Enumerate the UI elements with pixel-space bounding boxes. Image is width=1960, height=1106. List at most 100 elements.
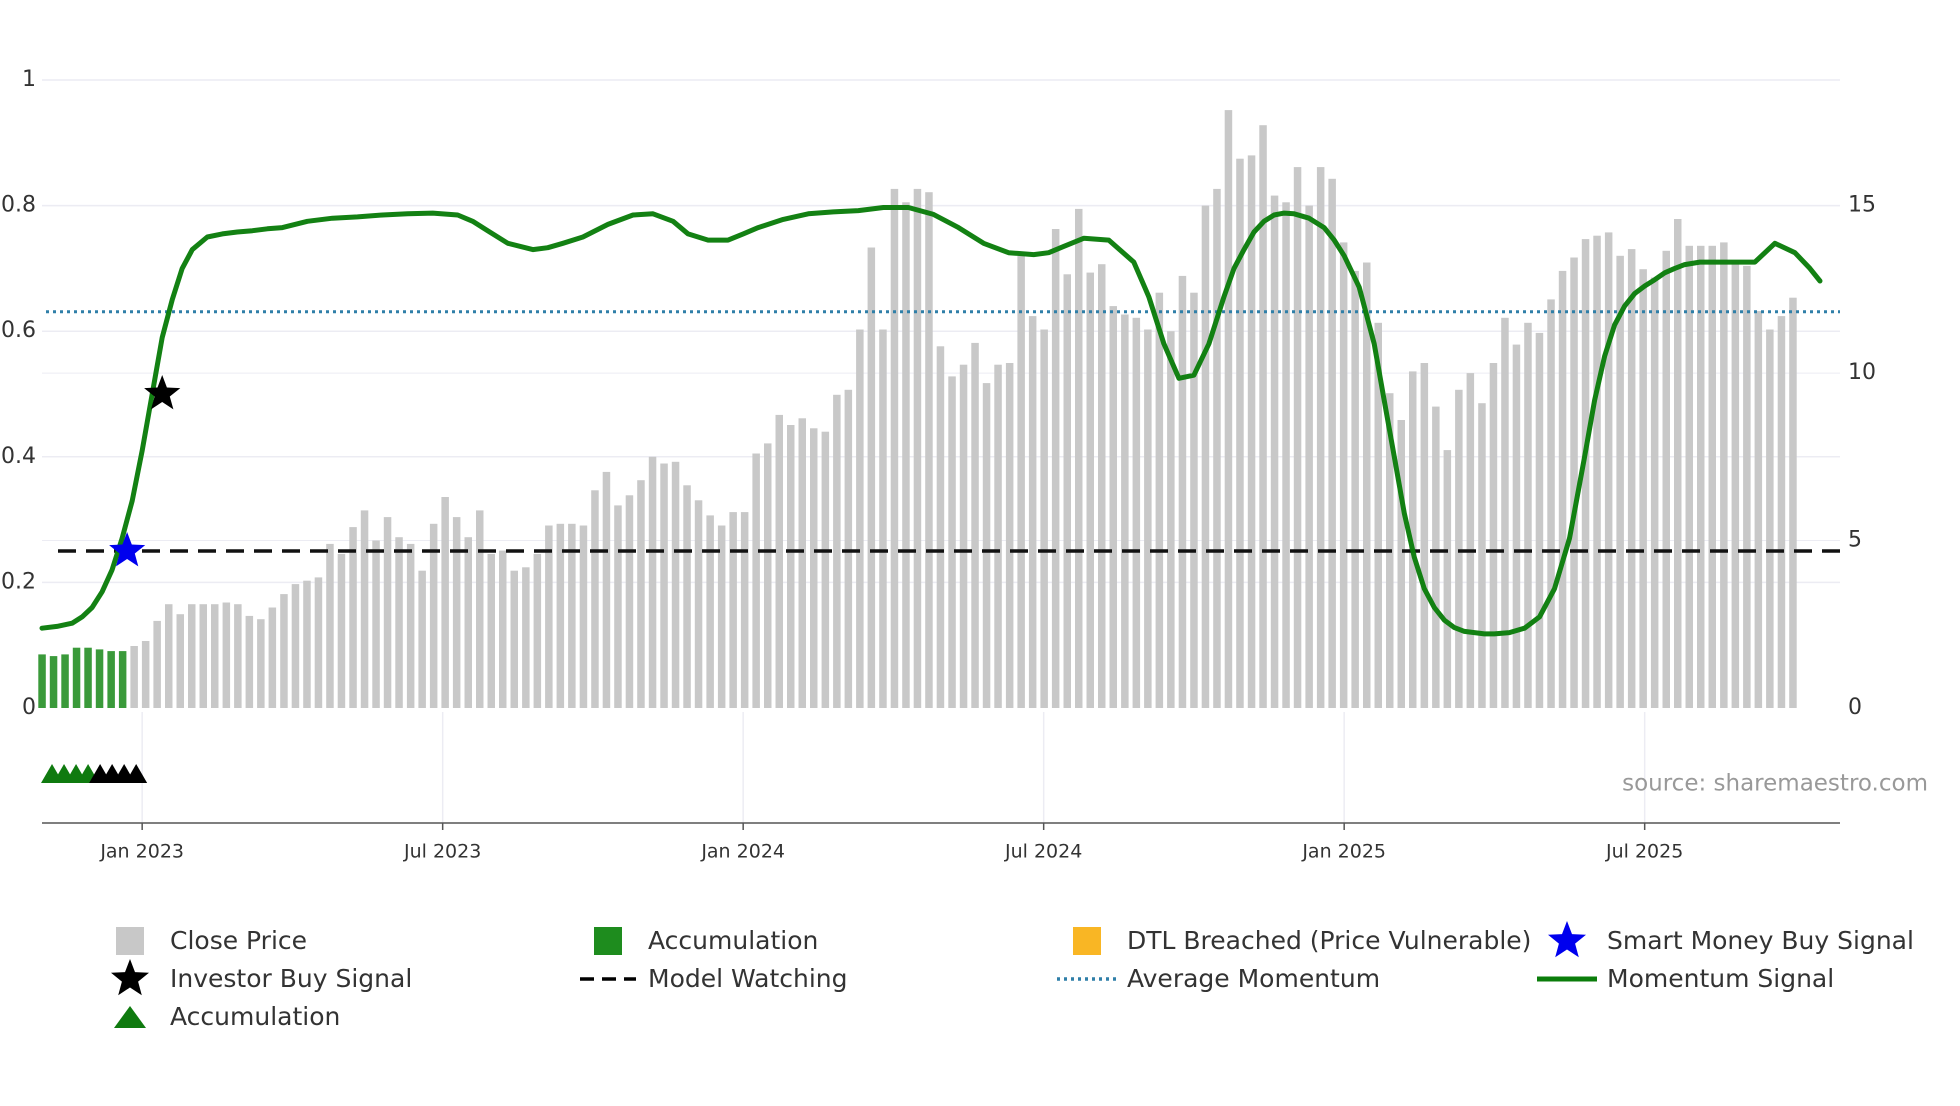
x-tick-label: Jul 2023 <box>403 841 481 863</box>
legend-label: Close Price <box>170 926 307 955</box>
x-tick-label: Jan 2023 <box>99 841 184 863</box>
close-price-bar <box>1662 250 1670 709</box>
close-price-bar <box>614 505 622 708</box>
close-price-bar <box>1455 389 1463 708</box>
close-price-bar <box>660 463 668 708</box>
close-price-bar <box>476 510 484 708</box>
close-price-bar <box>1075 208 1083 708</box>
close-price-bar <box>591 490 599 708</box>
close-price-bar <box>1328 178 1336 709</box>
close-price-bar <box>1040 329 1048 708</box>
close-price-bar <box>1489 363 1498 708</box>
close-price-bar <box>1144 329 1152 708</box>
close-price-bar <box>1213 188 1221 708</box>
close-price-bar <box>959 364 968 708</box>
legend-label: Model Watching <box>648 964 848 993</box>
close-price-bar <box>1685 245 1693 709</box>
close-price-bar <box>648 456 657 708</box>
legend-label: Investor Buy Signal <box>170 964 412 993</box>
close-price-bar <box>556 523 565 708</box>
close-price-bar <box>971 342 979 708</box>
close-price-bar <box>441 497 449 708</box>
close-price-bar <box>798 418 806 708</box>
close-price-bar <box>1167 331 1175 708</box>
close-price-bar <box>637 480 645 708</box>
close-price-bar <box>1570 257 1578 708</box>
close-price-bar <box>787 425 795 708</box>
close-price-bar <box>925 192 933 708</box>
close-price-bar <box>1581 239 1590 708</box>
close-price-bar <box>487 553 495 708</box>
close-price-bar <box>1674 219 1682 708</box>
accumulation-bar <box>107 651 115 708</box>
close-price-bar <box>775 414 783 708</box>
close-price-bar <box>902 202 910 709</box>
close-price-bar <box>1224 110 1233 709</box>
close-price-bar <box>153 620 161 708</box>
close-price-bar <box>1155 292 1164 708</box>
close-price-bar <box>994 364 1002 708</box>
close-price-bar <box>395 537 403 708</box>
accumulation-bar <box>84 647 92 708</box>
accumulation-triangle-black <box>125 764 148 783</box>
close-price-bar <box>602 471 611 708</box>
close-price-bar <box>418 570 426 708</box>
close-price-bar <box>1478 403 1486 708</box>
left-axis-tick-label: 0.4 <box>1 444 36 469</box>
close-price-bar <box>1351 270 1359 708</box>
left-axis-tick-label: 0.6 <box>1 318 36 343</box>
close-price-bar <box>833 394 841 708</box>
left-axis-tick-label: 0.2 <box>1 569 36 594</box>
legend-label: DTL Breached (Price Vulnerable) <box>1127 926 1531 955</box>
close-price-bar <box>1524 322 1532 708</box>
close-price-bar <box>522 567 530 708</box>
close-price-bar <box>360 510 369 708</box>
close-price-bar <box>464 537 472 708</box>
close-price-bar <box>1305 205 1313 708</box>
close-price-bar <box>429 523 438 708</box>
close-price-bar <box>1017 255 1025 709</box>
close-price-bar <box>211 604 219 708</box>
close-price-bar <box>717 525 726 708</box>
legend-label: Momentum Signal <box>1607 964 1834 993</box>
close-price-bar <box>303 580 311 708</box>
close-price-bar <box>625 495 634 708</box>
momentum-signal-line <box>39 205 1823 637</box>
x-tick-label: Jan 2025 <box>1301 841 1386 863</box>
close-price-bar <box>1535 332 1544 708</box>
legend-label: Accumulation <box>170 1002 340 1031</box>
close-price-bar <box>1604 232 1613 708</box>
close-price-bar <box>1178 275 1187 708</box>
legend-icon-smart-money-star <box>1548 921 1586 958</box>
legend-label: Accumulation <box>648 926 818 955</box>
close-price-bar <box>740 512 749 708</box>
close-price-bar <box>683 485 691 708</box>
close-price-bar <box>1374 322 1382 708</box>
close-price-bar <box>280 594 288 708</box>
close-price-bar <box>1639 269 1647 708</box>
close-price-bar <box>1512 344 1521 708</box>
legend-label: Average Momentum <box>1127 964 1380 993</box>
close-price-bar <box>176 614 184 708</box>
left-axis-tick-label: 1 <box>22 67 36 92</box>
investor-buy-signal-marker <box>144 375 181 410</box>
close-price-bar <box>1731 262 1740 708</box>
x-tick-label: Jan 2024 <box>700 841 785 863</box>
close-price-bar <box>982 383 991 708</box>
close-price-bar <box>326 543 334 708</box>
close-price-bar <box>383 517 392 708</box>
right-axis-tick-label: 10 <box>1848 360 1876 385</box>
close-price-bar <box>1777 316 1786 708</box>
close-price-bar <box>268 607 277 708</box>
right-axis-tick-label: 5 <box>1848 528 1862 553</box>
close-price-bar <box>706 515 714 708</box>
close-price-bar <box>222 602 231 708</box>
left-axis-tick-label: 0.8 <box>1 193 36 218</box>
close-price-bar <box>694 500 703 708</box>
legend-icon-dtl-breached <box>1073 927 1101 955</box>
close-price-bar <box>1259 125 1267 708</box>
close-price-bar <box>245 615 254 708</box>
legend-icon-accumulation-bar <box>594 927 622 955</box>
close-price-bar <box>545 525 553 708</box>
